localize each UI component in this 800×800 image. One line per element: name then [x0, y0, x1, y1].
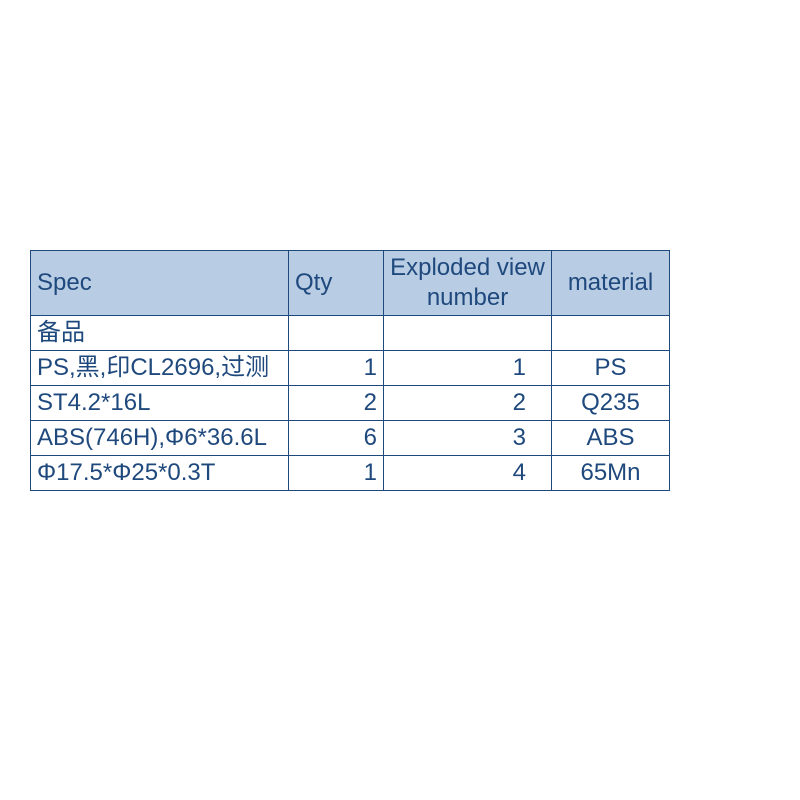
- cell-exploded: [384, 315, 552, 350]
- cell-exploded: 2: [384, 385, 552, 420]
- cell-qty: 6: [289, 420, 384, 455]
- cell-material: 65Mn: [552, 455, 670, 490]
- cell-qty: 1: [289, 350, 384, 385]
- cell-spec: ST4.2*16L: [31, 385, 289, 420]
- column-header-exploded: Exploded view number: [384, 250, 552, 315]
- cell-exploded: 3: [384, 420, 552, 455]
- cell-material: Q235: [552, 385, 670, 420]
- cell-material: [552, 315, 670, 350]
- table-row: ST4.2*16L 2 2 Q235: [31, 385, 670, 420]
- cell-spec: 备品: [31, 315, 289, 350]
- cell-qty: [289, 315, 384, 350]
- table-row: ABS(746H),Φ6*36.6L 6 3 ABS: [31, 420, 670, 455]
- cell-spec: Φ17.5*Φ25*0.3T: [31, 455, 289, 490]
- column-header-spec: Spec: [31, 250, 289, 315]
- table-row: PS,黑,印CL2696,过测 1 1 PS: [31, 350, 670, 385]
- table-row: Φ17.5*Φ25*0.3T 1 4 65Mn: [31, 455, 670, 490]
- table-row: 备品: [31, 315, 670, 350]
- cell-exploded: 4: [384, 455, 552, 490]
- table-body: 备品 PS,黑,印CL2696,过测 1 1 PS ST4.2*16L 2 2 …: [31, 315, 670, 490]
- cell-material: ABS: [552, 420, 670, 455]
- cell-qty: 1: [289, 455, 384, 490]
- cell-exploded: 1: [384, 350, 552, 385]
- cell-qty: 2: [289, 385, 384, 420]
- spec-table-container: Spec Qty Exploded view number material 备…: [30, 250, 670, 491]
- cell-spec: PS,黑,印CL2696,过测: [31, 350, 289, 385]
- spec-table: Spec Qty Exploded view number material 备…: [30, 250, 670, 491]
- cell-material: PS: [552, 350, 670, 385]
- column-header-material: material: [552, 250, 670, 315]
- column-header-qty: Qty: [289, 250, 384, 315]
- table-header-row: Spec Qty Exploded view number material: [31, 250, 670, 315]
- cell-spec: ABS(746H),Φ6*36.6L: [31, 420, 289, 455]
